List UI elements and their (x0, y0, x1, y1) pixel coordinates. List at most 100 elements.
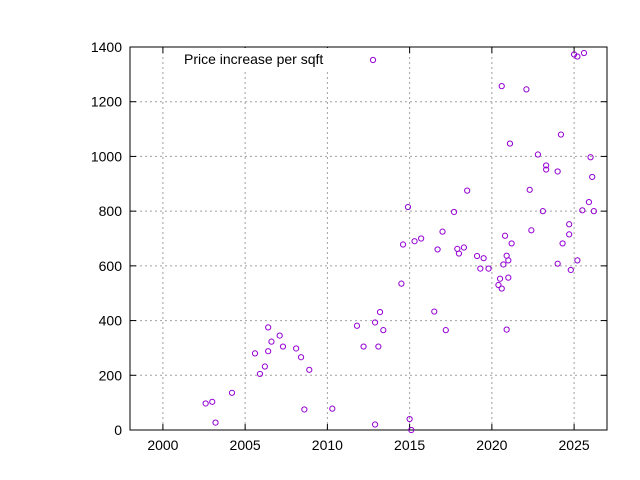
data-point (329, 405, 336, 412)
data-point (539, 208, 546, 215)
data-point (523, 86, 530, 93)
data-point (418, 235, 425, 242)
legend-label: Price increase per sqft (184, 51, 323, 67)
x-axis-tick-labels: 2000 2005 2010 2015 2020 2025 (147, 437, 590, 453)
data-point (528, 227, 535, 234)
data-point (404, 203, 412, 211)
data-point (501, 232, 509, 239)
x-tick-label: 2025 (559, 437, 590, 453)
data-point (434, 246, 441, 253)
y-tick-label: 1400 (91, 39, 122, 55)
data-point (505, 274, 512, 281)
y-tick-label: 400 (99, 313, 123, 329)
grid-lines (130, 46, 607, 431)
data-point (559, 240, 566, 247)
data-point (506, 140, 514, 147)
data-point (477, 265, 484, 272)
data-point (371, 319, 379, 326)
data-point (554, 260, 561, 267)
data-point (297, 354, 305, 361)
data-point (398, 280, 405, 287)
data-point (212, 419, 219, 426)
y-axis-tick-labels: 0 200 400 600 800 1000 1200 1400 (91, 39, 122, 438)
y-tick-label: 800 (99, 203, 123, 219)
data-point (439, 228, 446, 235)
y-tick-label: 600 (99, 258, 123, 274)
data-point (279, 343, 287, 350)
data-point (460, 244, 467, 251)
data-point (464, 187, 471, 194)
data-point (574, 257, 581, 264)
data-point (209, 398, 216, 405)
data-point (455, 250, 463, 257)
data-point (256, 370, 264, 378)
data-point (408, 426, 415, 434)
data-point (498, 285, 505, 292)
data-point (543, 166, 550, 173)
data-point (228, 389, 236, 396)
data-point (503, 326, 510, 333)
data-point (579, 207, 586, 214)
legend-marker (369, 56, 377, 64)
data-point (265, 324, 272, 331)
x-tick-label: 2020 (476, 437, 507, 453)
y-tick-label: 0 (114, 422, 122, 438)
data-point (442, 327, 449, 334)
data-point (500, 261, 507, 268)
data-point (450, 208, 458, 216)
x-tick-label: 2010 (312, 437, 343, 453)
data-point (293, 345, 300, 352)
y-tick-label: 1200 (91, 94, 122, 110)
y-tick-label: 1000 (91, 148, 122, 164)
data-point (485, 265, 492, 272)
data-point (380, 327, 387, 334)
data-point (567, 266, 574, 274)
data-point (480, 255, 487, 262)
data-point (496, 275, 504, 282)
data-point (590, 208, 597, 215)
data-point (566, 221, 573, 228)
data-point (585, 199, 593, 206)
data-point (376, 308, 384, 316)
data-point (526, 186, 533, 193)
x-tick-label: 2015 (394, 437, 425, 453)
data-point (375, 343, 382, 350)
data-point (276, 332, 283, 339)
data-point (498, 83, 505, 90)
data-point (306, 366, 313, 373)
data-point (508, 240, 515, 247)
legend-background (178, 48, 384, 70)
data-point (554, 168, 561, 175)
data-point (268, 338, 275, 345)
data-point (301, 406, 308, 413)
data-point (543, 162, 550, 169)
data-point (566, 231, 573, 238)
data-point (265, 348, 272, 355)
y-tick-label: 200 (99, 367, 123, 383)
data-point (534, 151, 542, 158)
data-point (589, 173, 596, 181)
data-point (406, 415, 413, 423)
data-point (574, 53, 581, 60)
data-point (371, 421, 379, 428)
data-point (557, 131, 565, 138)
data-point (587, 154, 594, 161)
data-point (431, 308, 438, 315)
data-point (473, 252, 481, 260)
data-point (261, 363, 268, 370)
data-point (505, 257, 512, 264)
data-point (353, 322, 361, 329)
data-point (360, 343, 367, 350)
data-point (251, 350, 259, 357)
data-point (399, 241, 407, 248)
x-tick-label: 2000 (147, 437, 178, 453)
data-point (580, 49, 588, 57)
data-point (495, 281, 502, 289)
legend: Price increase per sqft (178, 48, 384, 70)
axis-ticks (130, 46, 607, 431)
plot-frame (129, 46, 608, 431)
data-points (202, 49, 597, 434)
x-tick-label: 2005 (230, 437, 261, 453)
data-point (202, 400, 209, 407)
